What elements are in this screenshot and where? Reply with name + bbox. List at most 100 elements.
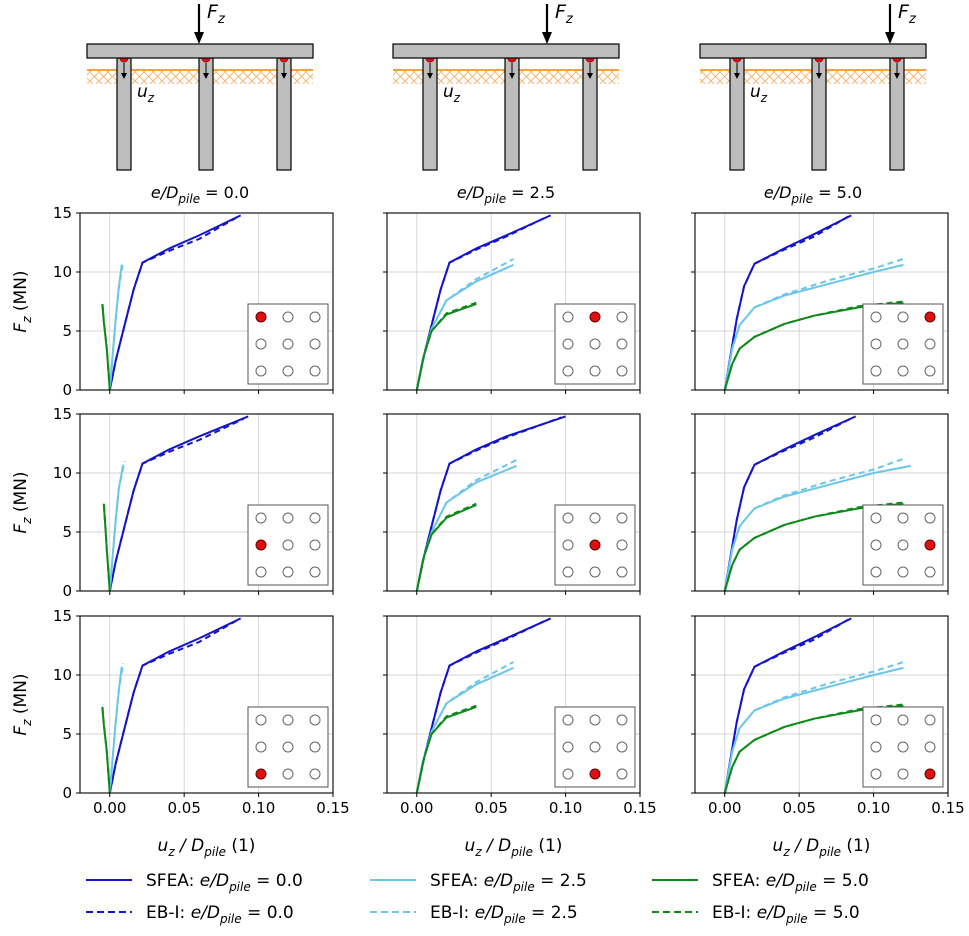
sfea-line-e5: [723, 301, 904, 390]
pile-marker: [589, 365, 601, 377]
x-tick-label: 0.05: [782, 799, 815, 817]
pile-marker-highlighted: [255, 768, 267, 780]
legend-item: SFEA: e/Dpile = 0.0: [86, 871, 303, 894]
pile-marker: [562, 311, 574, 323]
pile-marker: [255, 365, 267, 377]
pile-marker: [309, 768, 321, 780]
pile-layout-inset: [247, 303, 329, 385]
pile-marker: [282, 539, 294, 551]
legend-label: EB-I: e/Dpile = 0.0: [146, 903, 294, 926]
pile-marker-highlighted: [589, 311, 601, 323]
x-tick-label: 0.05: [167, 799, 200, 817]
pile-marker: [897, 365, 909, 377]
pile-marker: [282, 338, 294, 350]
subplot-r1c3: [691, 212, 949, 394]
pile-cap: [86, 43, 314, 59]
ebi-line-e0: [723, 618, 849, 793]
pile-marker: [562, 338, 574, 350]
pile-marker: [255, 512, 267, 524]
axes-frame: [79, 212, 334, 391]
y-tick-label: 5: [62, 322, 72, 340]
pile-marker: [924, 566, 936, 578]
x-axis-label: uz / Dpile (1): [465, 836, 563, 859]
force-label: Fz: [555, 1, 574, 27]
pile-marker: [309, 338, 321, 350]
y-tick-label: 10: [53, 263, 72, 281]
pile-marker-highlighted: [255, 311, 267, 323]
pile-cap-schematic: Fz uz e/Dpile = 2.5: [392, 1, 620, 206]
legend-label: EB-I: e/Dpile = 5.0: [712, 903, 860, 926]
displacement-label: uz: [137, 82, 155, 105]
y-axis-label: Fz (MN): [11, 270, 34, 332]
curves: [723, 214, 904, 390]
pile-cap: [699, 43, 927, 59]
sfea-line-e5: [723, 704, 904, 793]
sfea-line-e0: [108, 214, 242, 390]
pile-marker: [897, 741, 909, 753]
eccentricity-caption: e/Dpile = 2.5: [457, 183, 555, 206]
ebi-line-e0: [723, 416, 854, 591]
ebi-line-e0: [108, 216, 237, 390]
sfea-line-e25: [108, 666, 123, 793]
sfea-line-e0: [415, 214, 552, 390]
pile-marker: [897, 566, 909, 578]
y-tick-label: 0: [62, 381, 72, 399]
x-tick-label: 0.15: [931, 799, 964, 817]
sfea-line-e0: [108, 415, 249, 591]
pile-marker: [309, 714, 321, 726]
sfea-line-e25: [108, 464, 125, 591]
axes-frame: [79, 615, 334, 794]
pile-cap: [392, 43, 620, 59]
pile-marker: [870, 311, 882, 323]
curves: [723, 617, 904, 793]
displacement-arrowhead: [121, 73, 127, 79]
pile-marker: [562, 365, 574, 377]
pile-marker: [282, 768, 294, 780]
sfea-line-e5: [415, 503, 477, 591]
sfea-line-e5: [101, 303, 111, 390]
sfea-line-e0: [415, 617, 552, 793]
pile-marker: [616, 714, 628, 726]
sfea-line-e5: [415, 302, 477, 390]
curves: [101, 617, 242, 793]
displacement-arrowhead: [816, 73, 822, 79]
axes-frame: [694, 212, 949, 391]
subplot-r2c3: [691, 413, 949, 595]
pile-marker: [616, 311, 628, 323]
pile-marker: [870, 714, 882, 726]
pile-marker: [562, 714, 574, 726]
pile-marker: [589, 566, 601, 578]
pile-layout-inset: [862, 706, 944, 788]
force-label: Fz: [207, 1, 226, 27]
pile-marker: [282, 512, 294, 524]
sfea-line-e5: [102, 503, 111, 591]
pile-marker-highlighted: [924, 311, 936, 323]
legend-label: EB-I: e/Dpile = 2.5: [430, 903, 578, 926]
eccentricity-caption: e/Dpile = 0.0: [151, 183, 249, 206]
pile-marker: [870, 768, 882, 780]
pile-marker: [562, 566, 574, 578]
pile-marker: [309, 741, 321, 753]
y-tick-label: 10: [53, 666, 72, 684]
pile-marker: [924, 714, 936, 726]
pile-marker: [562, 741, 574, 753]
pile-marker: [589, 512, 601, 524]
y-tick-label: 15: [53, 204, 72, 222]
curves: [415, 617, 552, 793]
pile-marker: [870, 365, 882, 377]
y-tick-label: 15: [53, 607, 72, 625]
eccentricity-caption: e/Dpile = 5.0: [764, 183, 862, 206]
x-tick-label: 0.05: [474, 799, 507, 817]
pile-marker: [616, 338, 628, 350]
y-tick-label: 0: [62, 582, 72, 600]
pile-marker: [870, 566, 882, 578]
pile-marker: [282, 365, 294, 377]
pile-marker: [870, 338, 882, 350]
pile-layout-inset: [554, 303, 636, 385]
pile-marker: [897, 338, 909, 350]
y-tick-label: 10: [53, 464, 72, 482]
y-tick-label: 5: [62, 523, 72, 541]
subplot-r3c3: 0.00 0.05 0.10 0.15: [691, 615, 965, 817]
